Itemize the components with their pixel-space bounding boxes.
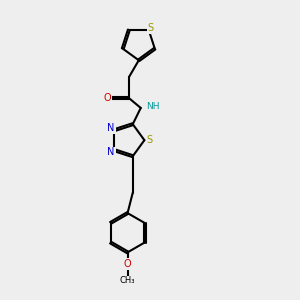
Text: O: O <box>124 259 131 269</box>
Text: CH₃: CH₃ <box>119 277 135 286</box>
Text: NH: NH <box>146 102 159 111</box>
Text: N: N <box>107 123 115 133</box>
Text: S: S <box>146 135 152 145</box>
Text: O: O <box>103 93 111 103</box>
Text: S: S <box>148 23 154 33</box>
Text: N: N <box>107 147 115 157</box>
